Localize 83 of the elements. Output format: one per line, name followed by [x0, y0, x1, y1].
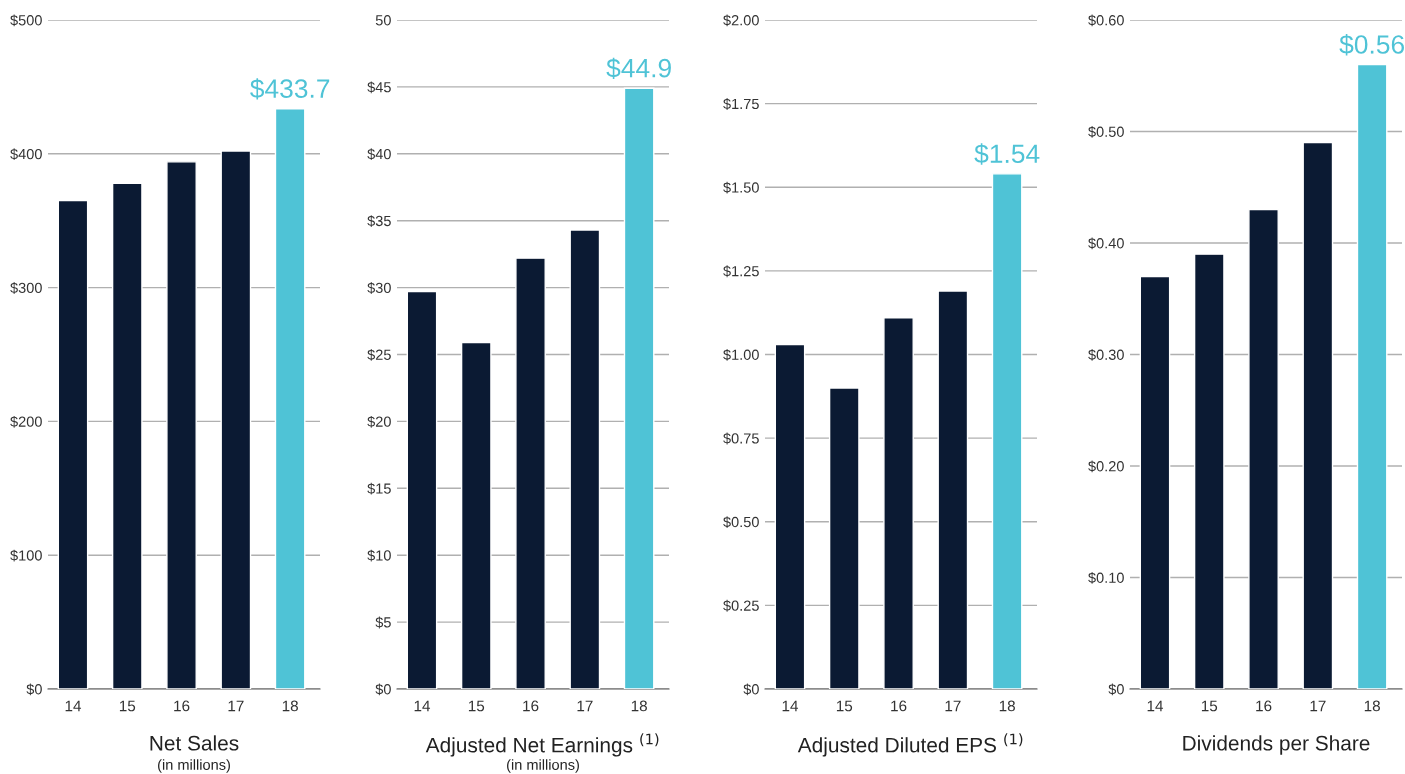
- bar: [406, 290, 438, 689]
- x-tick-label: 17: [228, 700, 244, 712]
- y-tick-label: $0.60: [1088, 14, 1124, 27]
- bar: [991, 173, 1023, 689]
- y-tick-label: $100: [10, 549, 42, 562]
- y-tick-label: $300: [10, 282, 42, 294]
- x-tick-label: 17: [945, 700, 961, 712]
- y-tick-label: $35: [367, 215, 391, 227]
- y-tick-label: $0.75: [723, 432, 759, 445]
- bar: [1356, 63, 1388, 689]
- x-tick-label: 18: [1364, 700, 1380, 712]
- y-tick-label: $0.50: [1088, 125, 1124, 138]
- y-tick-label: $0.30: [1088, 348, 1124, 361]
- data-label: $0.56: [1339, 34, 1404, 56]
- x-tick-label: 18: [999, 700, 1015, 712]
- y-tick-label: $1.25: [723, 265, 759, 278]
- text: (in millions): [507, 759, 579, 773]
- y-tick-label: $1.00: [723, 348, 759, 361]
- x-tick-label: 18: [282, 700, 298, 712]
- y-tick-label: $40: [367, 148, 391, 161]
- y-tick-label: $0: [26, 683, 42, 696]
- bar: [883, 317, 914, 689]
- x-tick-label: 14: [782, 700, 799, 712]
- x-tick-label: 16: [891, 700, 907, 712]
- x-tick-label: 15: [119, 700, 136, 712]
- bar: [828, 387, 860, 689]
- y-tick-label: $200: [10, 415, 42, 428]
- bar: [1139, 275, 1171, 689]
- y-tick-label: $400: [10, 148, 42, 161]
- y-tick-label: $15: [367, 482, 391, 495]
- y-tick-label: $25: [367, 348, 391, 361]
- y-tick-label: $0.50: [723, 516, 759, 529]
- y-tick-label: $45: [367, 81, 391, 94]
- y-tick-label: $20: [367, 415, 391, 428]
- x-tick-label: 14: [65, 700, 82, 712]
- text: (in millions): [158, 759, 230, 773]
- x-tick-label: 18: [631, 700, 647, 712]
- x-tick-label: 16: [523, 700, 539, 712]
- x-tick-label: 16: [174, 700, 190, 712]
- y-tick-label: $0.20: [1088, 460, 1124, 473]
- bar: [569, 229, 601, 689]
- x-tick-label: 17: [1310, 700, 1326, 712]
- data-label: $1.54: [974, 143, 1040, 165]
- y-tick-label: $2.00: [723, 14, 759, 27]
- bar: [166, 161, 197, 689]
- y-tick-label: $0: [1108, 683, 1124, 696]
- text: Dividends per Share: [1183, 735, 1370, 755]
- bar: [111, 182, 143, 689]
- y-tick-label: $0: [375, 683, 391, 696]
- text: Adjusted Net Earnings $^{(1)}$: [425, 733, 659, 757]
- text: Net Sales: [150, 735, 239, 751]
- y-tick-label: $0.25: [723, 599, 759, 612]
- bar: [274, 108, 306, 689]
- bar: [57, 199, 89, 689]
- y-tick-label: $0: [743, 683, 759, 696]
- bar: [515, 257, 546, 689]
- y-tick-label: $1.50: [723, 181, 759, 194]
- bar: [460, 341, 492, 689]
- bar: [1248, 208, 1279, 689]
- y-tick-label: 50: [375, 15, 391, 26]
- bar: [774, 343, 806, 689]
- y-tick-label: $0.10: [1088, 571, 1124, 584]
- bar: [1302, 141, 1334, 689]
- y-tick-label: $10: [367, 549, 391, 562]
- x-tick-label: 16: [1256, 700, 1272, 712]
- text: Adjusted Diluted EPS $^{(1)}$: [797, 733, 1023, 757]
- bar: [1193, 253, 1225, 689]
- x-tick-label: 15: [1201, 700, 1218, 712]
- bar: [220, 150, 252, 689]
- y-tick-label: $1.75: [723, 98, 759, 110]
- data-label: $433.7: [250, 78, 330, 100]
- y-tick-label: $0.40: [1088, 237, 1124, 250]
- x-tick-label: 17: [577, 700, 593, 712]
- x-tick-label: 14: [1147, 700, 1164, 712]
- y-tick-label: $30: [367, 282, 391, 294]
- x-tick-label: 15: [468, 700, 485, 712]
- x-tick-label: 14: [414, 700, 431, 712]
- bar: [937, 290, 969, 689]
- data-label: $44.9: [606, 57, 671, 80]
- bar: [623, 87, 655, 689]
- y-tick-label: $500: [10, 14, 42, 27]
- x-tick-label: 15: [836, 700, 853, 712]
- y-tick-label: $5: [375, 616, 391, 629]
